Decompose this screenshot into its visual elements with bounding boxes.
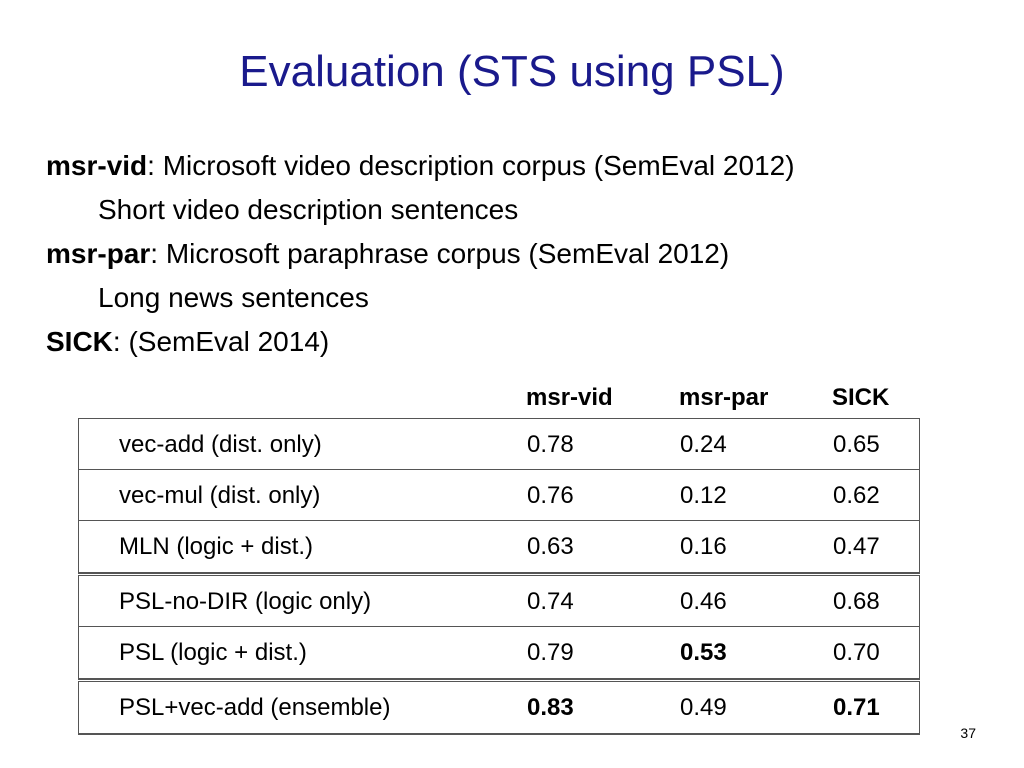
table-group-vector: vec-add (dist. only) 0.78 0.24 0.65 vec-… bbox=[78, 418, 920, 574]
table-row: MLN (logic + dist.) 0.63 0.16 0.47 bbox=[79, 521, 919, 572]
desc-msr-vid: : Microsoft video description corpus (Se… bbox=[147, 150, 795, 181]
sub-msr-vid: Short video description sentences bbox=[98, 194, 519, 225]
bullet-msr-vid: msr-vid: Microsoft video description cor… bbox=[46, 144, 1006, 188]
bullet-sick: SICK: (SemEval 2014) bbox=[46, 320, 1006, 364]
slide-title: Evaluation (STS using PSL) bbox=[239, 47, 785, 96]
table-group-ensemble: PSL+vec-add (ensemble) 0.83 0.49 0.71 bbox=[78, 681, 920, 735]
cell-msr-vid: 0.63 bbox=[527, 533, 574, 560]
cell-msr-par: 0.49 bbox=[680, 694, 727, 721]
page-number: 37 bbox=[960, 725, 976, 741]
cell-msr-vid: 0.83 bbox=[527, 694, 574, 721]
term-msr-vid: msr-vid bbox=[46, 150, 148, 181]
table-row: vec-add (dist. only) 0.78 0.24 0.65 bbox=[79, 419, 919, 470]
cell-sick: 0.47 bbox=[833, 533, 880, 560]
row-label: PSL-no-DIR (logic only) bbox=[119, 588, 372, 615]
column-header-msr-par: msr-par bbox=[679, 384, 769, 411]
table-header: msr-vid msr-par SICK bbox=[78, 378, 920, 418]
bullet-msr-par: msr-par: Microsoft paraphrase corpus (Se… bbox=[46, 232, 1006, 276]
cell-msr-par: 0.46 bbox=[680, 588, 727, 615]
cell-msr-vid: 0.76 bbox=[527, 482, 574, 509]
row-label: PSL+vec-add (ensemble) bbox=[119, 694, 391, 721]
cell-sick: 0.71 bbox=[833, 694, 880, 721]
desc-msr-par: : Microsoft paraphrase corpus (SemEval 2… bbox=[150, 238, 730, 269]
table-row: vec-mul (dist. only) 0.76 0.12 0.62 bbox=[79, 470, 919, 521]
table-row: PSL-no-DIR (logic only) 0.74 0.46 0.68 bbox=[79, 576, 919, 627]
dataset-descriptions: msr-vid: Microsoft video description cor… bbox=[46, 144, 1006, 364]
cell-msr-par: 0.24 bbox=[680, 431, 727, 458]
row-label: PSL (logic + dist.) bbox=[119, 639, 307, 666]
term-sick: SICK bbox=[46, 326, 113, 357]
cell-msr-par: 0.53 bbox=[680, 639, 727, 666]
row-label: vec-add (dist. only) bbox=[119, 431, 322, 458]
row-label: vec-mul (dist. only) bbox=[119, 482, 321, 509]
cell-sick: 0.68 bbox=[833, 588, 880, 615]
desc-sick: : (SemEval 2014) bbox=[112, 326, 330, 357]
term-msr-par: msr-par bbox=[46, 238, 151, 269]
cell-sick: 0.70 bbox=[833, 639, 880, 666]
cell-msr-par: 0.16 bbox=[680, 533, 727, 560]
table-group-psl: PSL-no-DIR (logic only) 0.74 0.46 0.68 P… bbox=[78, 575, 920, 680]
table-row: PSL (logic + dist.) 0.79 0.53 0.70 bbox=[79, 627, 919, 678]
cell-sick: 0.65 bbox=[833, 431, 880, 458]
cell-msr-vid: 0.78 bbox=[527, 431, 574, 458]
results-table: msr-vid msr-par SICK vec-add (dist. only… bbox=[78, 378, 920, 735]
table-row: PSL+vec-add (ensemble) 0.83 0.49 0.71 bbox=[79, 682, 919, 733]
cell-sick: 0.62 bbox=[833, 482, 880, 509]
cell-msr-par: 0.12 bbox=[680, 482, 727, 509]
cell-msr-vid: 0.74 bbox=[527, 588, 574, 615]
column-header-msr-vid: msr-vid bbox=[526, 384, 613, 411]
column-header-sick: SICK bbox=[832, 384, 890, 411]
sub-msr-par: Long news sentences bbox=[98, 282, 369, 313]
row-label: MLN (logic + dist.) bbox=[119, 533, 314, 560]
cell-msr-vid: 0.79 bbox=[527, 639, 574, 666]
